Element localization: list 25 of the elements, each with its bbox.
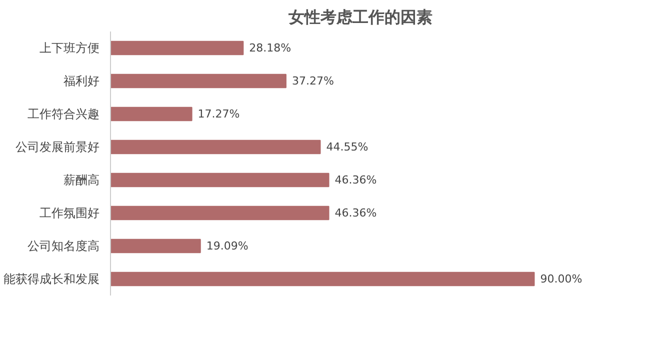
bar — [110, 40, 244, 56]
data-label: 46.36% — [334, 174, 377, 186]
data-label: 37.27% — [292, 74, 334, 88]
bar — [110, 272, 535, 286]
data-label: 19.09% — [206, 240, 248, 252]
y-tick-label: 能获得成长和发展 — [4, 272, 100, 286]
bar — [110, 206, 330, 220]
y-tick-label: 上下班方便 — [40, 41, 100, 55]
bar — [110, 238, 201, 254]
data-label: 28.18% — [249, 42, 292, 54]
bar — [110, 74, 286, 88]
y-tick-label: 公司发展前景好 — [16, 140, 100, 154]
bar — [110, 140, 321, 154]
y-tick-label: 福利好 — [64, 74, 100, 88]
y-tick-label: 公司知名度高 — [28, 239, 100, 253]
bar — [110, 172, 330, 188]
bar — [110, 106, 192, 122]
data-label: 44.55% — [326, 140, 368, 154]
y-tick-label: 薪酬高 — [64, 173, 100, 187]
data-label: 46.36% — [334, 206, 377, 220]
data-label: 17.27% — [198, 108, 240, 120]
y-tick-label: 工作氛围好 — [40, 206, 100, 220]
chart-title: 女性考虑工作的因素 — [288, 8, 432, 26]
y-tick-label: 工作符合兴趣 — [28, 107, 100, 121]
data-label: 90.00% — [540, 272, 582, 286]
